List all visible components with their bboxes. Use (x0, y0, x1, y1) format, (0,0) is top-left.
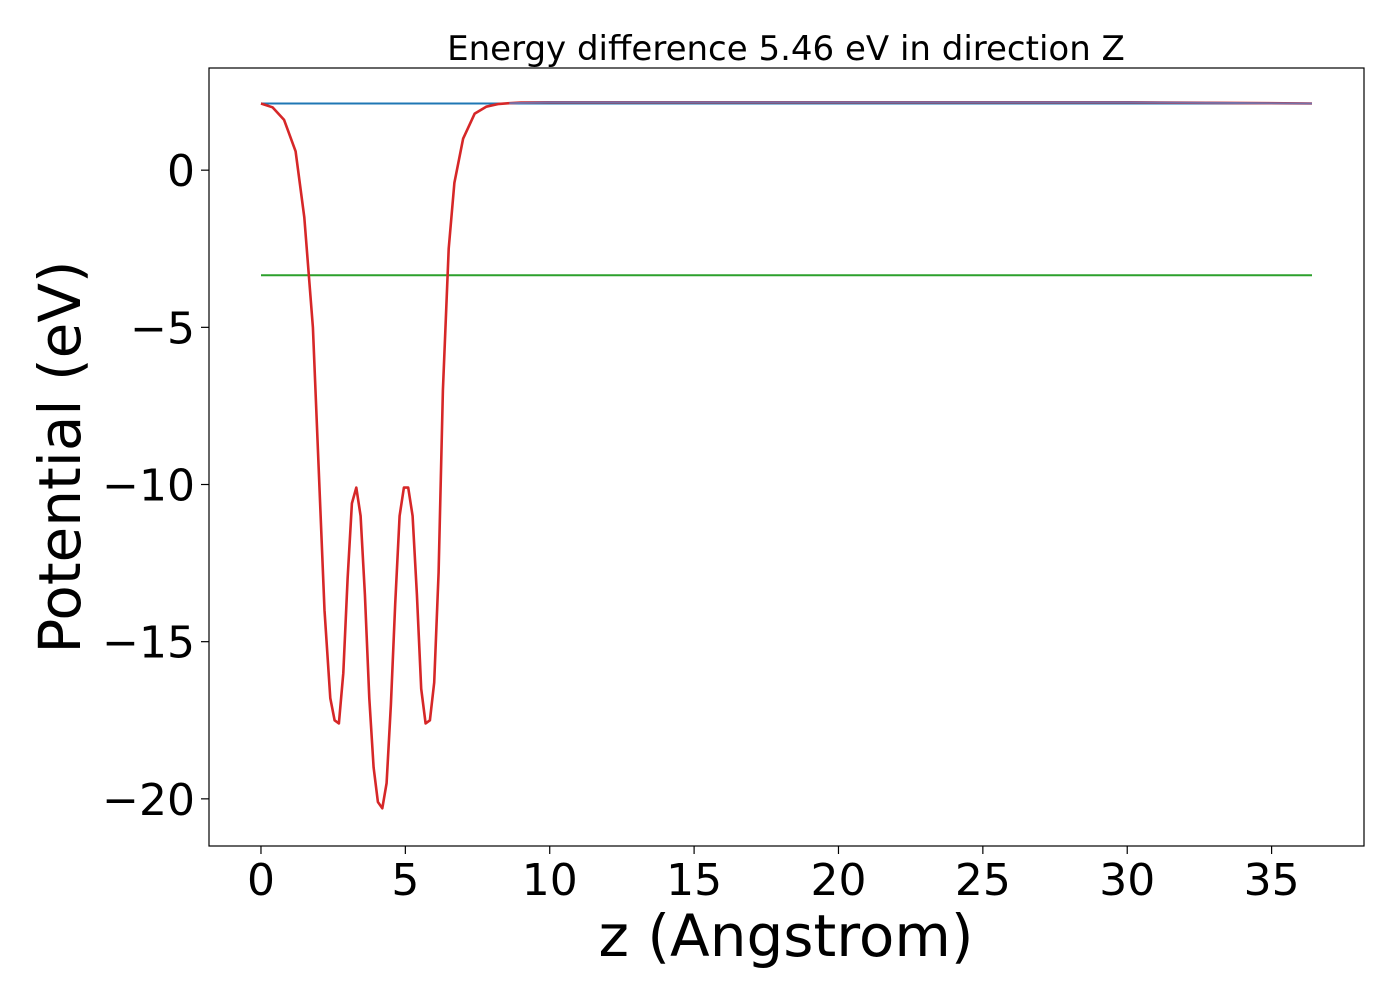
y-tick-label: −5 (130, 303, 195, 354)
chart-title: Energy difference 5.46 eV in direction Z (447, 29, 1125, 69)
axes-frame (208, 67, 1365, 847)
x-tick-label: 5 (391, 855, 419, 906)
x-tick-label: 0 (247, 855, 275, 906)
x-tick-label: 10 (522, 855, 578, 906)
x-axis-label: z (Angstrom) (599, 902, 974, 970)
series-line-3 (260, 101, 1313, 810)
y-tick-label: 0 (167, 146, 195, 197)
x-tick-label: 30 (1099, 855, 1155, 906)
x-axis: 0 5 10 15 20 25 30 35 (247, 846, 1300, 906)
x-tick-label: 35 (1244, 855, 1300, 906)
y-tick-label: −20 (102, 775, 195, 826)
y-tick-label: −10 (102, 461, 195, 512)
y-axis: 0 −5 −10 −15 −20 (102, 146, 209, 826)
y-axis-label: Potential (eV) (26, 260, 94, 653)
x-tick-label: 15 (666, 855, 722, 906)
plot-area (260, 101, 1313, 810)
series-line-4 (509, 101, 1313, 105)
y-tick-label: −15 (102, 618, 195, 669)
x-tick-label: 25 (955, 855, 1011, 906)
x-tick-label: 20 (810, 855, 866, 906)
